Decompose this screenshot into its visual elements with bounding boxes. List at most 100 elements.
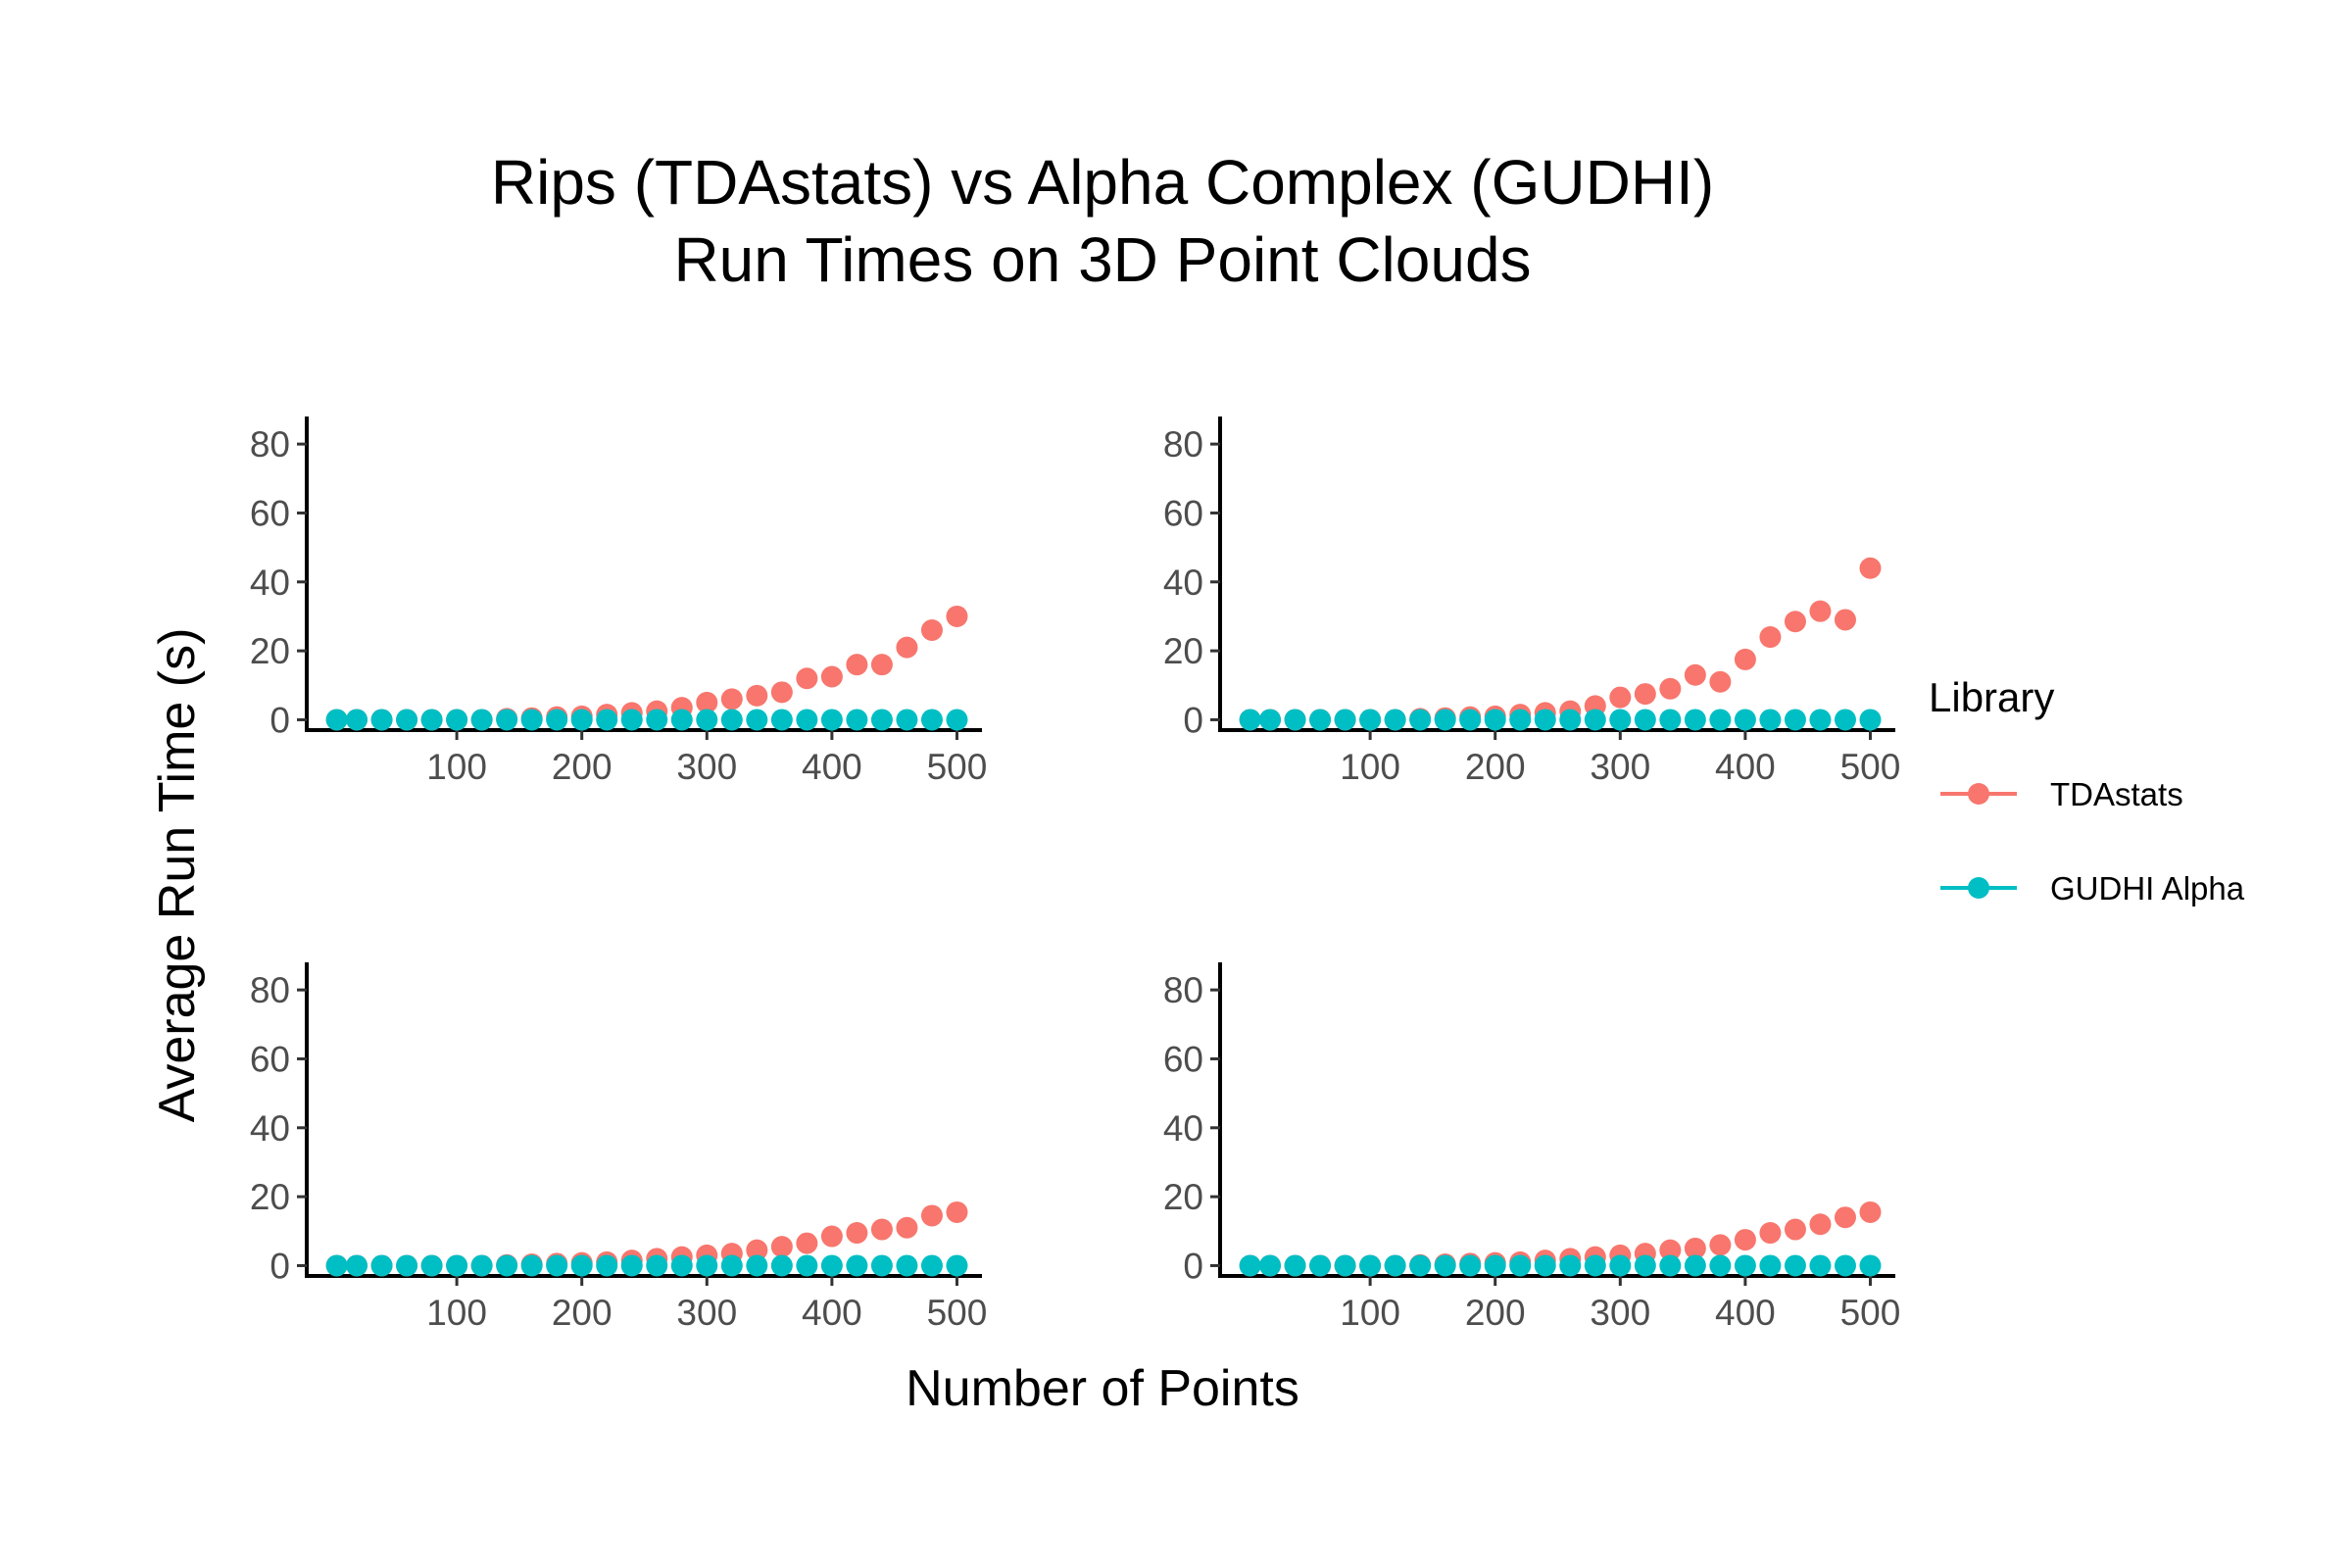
point-gudhi-alpha xyxy=(446,1254,468,1277)
point-gudhi-alpha xyxy=(846,1254,868,1277)
point-gudhi-alpha xyxy=(1759,709,1782,731)
panel-1: 0 20 40 60 80 100 200 300 400 500 xyxy=(250,416,987,787)
point-gudhi-alpha xyxy=(570,709,593,731)
x-tick-label: 400 xyxy=(802,747,862,787)
point-gudhi-alpha xyxy=(470,709,493,731)
point-gudhi-alpha xyxy=(1684,1254,1706,1277)
point-gudhi-alpha xyxy=(1784,709,1806,731)
point-tdastats xyxy=(696,691,718,713)
point-gudhi-alpha xyxy=(546,709,568,731)
y-tick-label: 0 xyxy=(270,700,290,740)
y-tick-label: 60 xyxy=(250,1039,290,1079)
point-gudhi-alpha xyxy=(596,709,618,731)
point-tdastats xyxy=(746,1239,768,1261)
x-tick-label: 200 xyxy=(1465,747,1526,787)
x-tick-label: 300 xyxy=(676,1293,737,1333)
point-gudhi-alpha xyxy=(520,1254,543,1277)
point-gudhi-alpha xyxy=(770,1254,793,1277)
point-tdastats xyxy=(1834,609,1856,631)
y-tick-label: 60 xyxy=(250,493,290,533)
point-gudhi-alpha xyxy=(1584,709,1606,731)
point-gudhi-alpha xyxy=(596,1254,618,1277)
point-tdastats xyxy=(946,605,968,627)
point-gudhi-alpha xyxy=(696,709,718,731)
point-tdastats xyxy=(1834,1206,1856,1229)
point-gudhi-alpha xyxy=(1609,1254,1632,1277)
point-gudhi-alpha xyxy=(1834,709,1856,731)
point-tdastats xyxy=(1859,1200,1882,1223)
chart-title-line-1: Rips (TDAstats) vs Alpha Complex (GUDHI) xyxy=(491,147,1714,218)
legend: Library TDAstats GUDHI Alpha xyxy=(1929,674,2245,906)
point-tdastats xyxy=(796,1232,818,1254)
point-gudhi-alpha xyxy=(620,709,643,731)
legend-title: Library xyxy=(1929,674,2054,720)
x-tick-label: 300 xyxy=(1590,747,1650,787)
point-gudhi-alpha xyxy=(670,709,693,731)
point-gudhi-alpha xyxy=(1859,709,1882,731)
point-gudhi-alpha xyxy=(870,1254,893,1277)
y-tick-label: 40 xyxy=(250,1108,290,1149)
y-tick-label: 20 xyxy=(250,631,290,671)
point-gudhi-alpha xyxy=(1484,709,1506,731)
point-gudhi-alpha xyxy=(446,709,468,731)
point-tdastats xyxy=(1784,611,1806,633)
point-tdastats xyxy=(870,1218,893,1241)
point-tdastats xyxy=(1634,683,1656,706)
point-gudhi-alpha xyxy=(1334,709,1356,731)
point-tdastats xyxy=(1684,663,1706,686)
point-gudhi-alpha xyxy=(346,709,368,731)
point-gudhi-alpha xyxy=(1484,1254,1506,1277)
x-tick-label: 300 xyxy=(676,747,737,787)
point-tdastats xyxy=(1759,1222,1782,1245)
point-tdastats xyxy=(1684,1237,1706,1259)
point-gudhi-alpha xyxy=(870,709,893,731)
point-gudhi-alpha xyxy=(1534,709,1556,731)
point-gudhi-alpha xyxy=(720,1254,743,1277)
point-gudhi-alpha xyxy=(396,709,418,731)
point-tdastats xyxy=(1609,686,1632,709)
point-gudhi-alpha xyxy=(1239,709,1261,731)
point-gudhi-alpha xyxy=(846,709,868,731)
point-tdastats xyxy=(1734,648,1756,670)
legend-item-tdastats: TDAstats xyxy=(1940,776,2183,812)
legend-label-gudhi-alpha: GUDHI Alpha xyxy=(2050,870,2245,906)
point-gudhi-alpha xyxy=(325,1254,348,1277)
point-tdastats xyxy=(770,681,793,704)
point-gudhi-alpha xyxy=(796,709,818,731)
chart-title-line-2: Run Times on 3D Point Clouds xyxy=(673,224,1531,295)
x-tick-label: 100 xyxy=(426,747,487,787)
x-tick-label: 100 xyxy=(1340,1293,1400,1333)
x-tick-label: 100 xyxy=(1340,747,1400,787)
point-gudhi-alpha xyxy=(1259,709,1282,731)
point-gudhi-alpha xyxy=(346,1254,368,1277)
legend-label-tdastats: TDAstats xyxy=(2050,776,2183,812)
point-gudhi-alpha xyxy=(1784,1254,1806,1277)
legend-key-dot xyxy=(1968,877,1989,899)
point-gudhi-alpha xyxy=(470,1254,493,1277)
x-tick-label: 200 xyxy=(1465,1293,1526,1333)
point-gudhi-alpha xyxy=(920,709,943,731)
point-tdastats xyxy=(946,1200,968,1223)
point-gudhi-alpha xyxy=(1334,1254,1356,1277)
point-gudhi-alpha xyxy=(1259,1254,1282,1277)
point-gudhi-alpha xyxy=(1509,1254,1532,1277)
point-tdastats xyxy=(1784,1218,1806,1241)
point-gudhi-alpha xyxy=(546,1254,568,1277)
point-gudhi-alpha xyxy=(370,709,393,731)
point-gudhi-alpha xyxy=(670,1254,693,1277)
point-gudhi-alpha xyxy=(1709,1254,1732,1277)
point-gudhi-alpha xyxy=(746,1254,768,1277)
point-gudhi-alpha xyxy=(1534,1254,1556,1277)
point-gudhi-alpha xyxy=(1359,1254,1382,1277)
x-tick-label: 400 xyxy=(1715,747,1776,787)
point-gudhi-alpha xyxy=(1734,709,1756,731)
point-tdastats xyxy=(1809,600,1832,622)
legend-item-gudhi-alpha: GUDHI Alpha xyxy=(1940,870,2245,906)
point-gudhi-alpha xyxy=(325,709,348,731)
point-tdastats xyxy=(1659,677,1682,700)
point-tdastats xyxy=(1709,670,1732,693)
point-tdastats xyxy=(746,684,768,707)
point-tdastats xyxy=(1759,626,1782,649)
x-tick-label: 500 xyxy=(1840,1293,1901,1333)
